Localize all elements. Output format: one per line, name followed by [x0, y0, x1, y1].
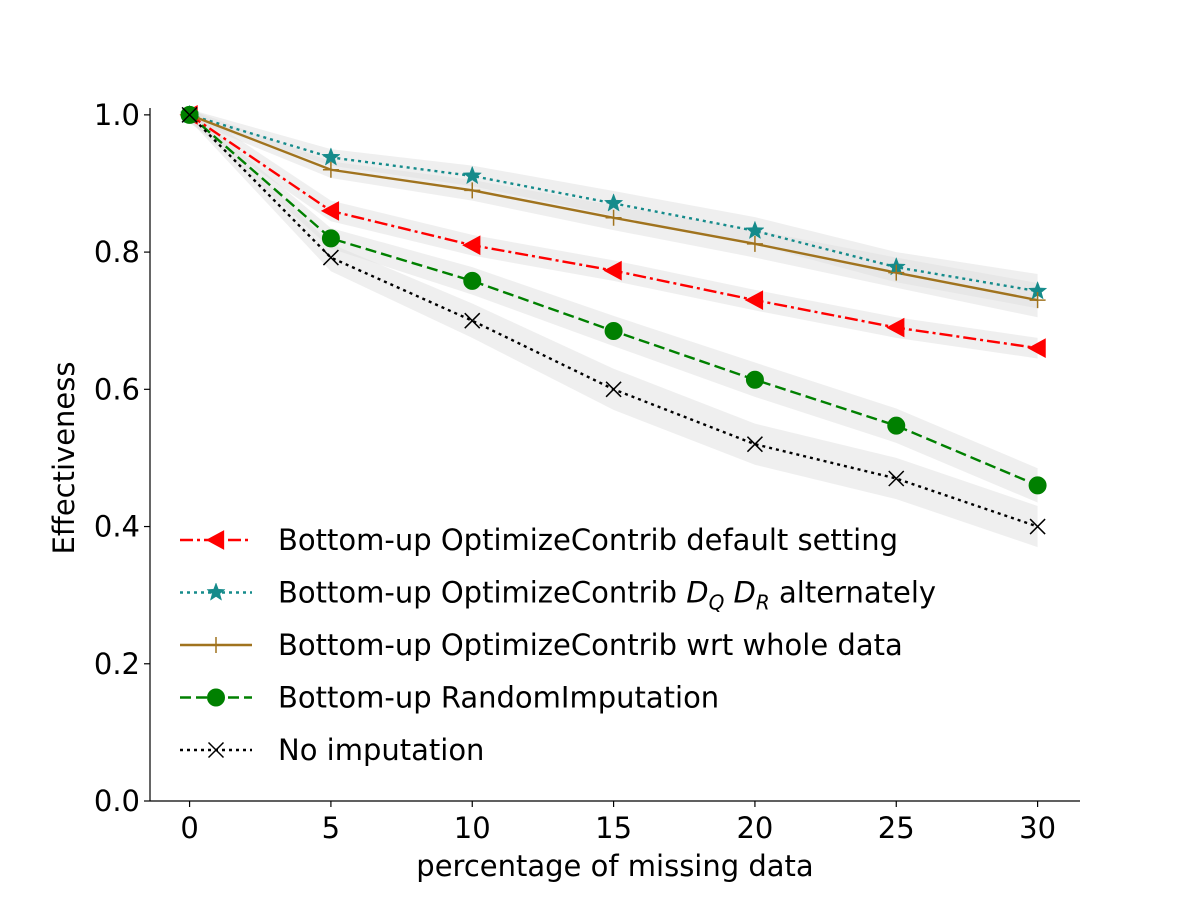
series-4-point-6	[1028, 476, 1047, 495]
series-5-point-2	[464, 312, 481, 329]
legend-marker-5	[207, 741, 225, 759]
series-1-point-5	[886, 317, 905, 338]
series-5-point-1	[322, 249, 339, 266]
legend-marker-2	[206, 582, 226, 601]
series-5-point-5	[888, 470, 905, 487]
legend-marker-1	[205, 530, 225, 550]
series-5-band	[189, 109, 1038, 548]
series-4-point-2	[463, 271, 482, 290]
legend-entry-4: Bottom-up RandomImputation	[180, 681, 719, 715]
legend-label-4: Bottom-up RandomImputation	[278, 681, 719, 715]
series-3-point-4	[746, 235, 763, 252]
series-1-point-3	[603, 260, 622, 281]
series-4-point-1	[321, 229, 340, 248]
series-2-point-4	[745, 220, 765, 240]
x-axis-title: percentage of missing data	[416, 849, 813, 883]
x-tick-label-0: 0	[180, 811, 198, 845]
legend-entry-2: Bottom-up OptimizeContrib DQ DR alternat…	[180, 576, 936, 615]
series-4-point-3	[604, 321, 623, 340]
legend-entry-3: Bottom-up OptimizeContrib wrt whole data	[180, 628, 903, 662]
series-2-point-1	[321, 147, 341, 166]
legend-entry-5: No imputation	[180, 733, 484, 767]
y-ticks: 0.0 0.2 0.4 0.6 0.8 1.0	[94, 98, 150, 818]
series-3-point-2	[464, 182, 481, 199]
y-tick-label-4: 0.8	[94, 235, 140, 269]
y-tick-label-0: 0.0	[94, 784, 140, 818]
series-1-point-2	[462, 235, 481, 256]
x-tick-label-15: 15	[595, 811, 632, 845]
series-5-point-4	[746, 436, 763, 453]
legend-label-1: Bottom-up OptimizeContrib default settin…	[278, 523, 898, 557]
series-3-point-3	[605, 209, 622, 226]
series-5-point-3	[605, 381, 622, 398]
legend-label-3: Bottom-up OptimizeContrib wrt whole data	[278, 628, 903, 662]
legend-marker-3	[208, 637, 224, 653]
series-5-point-6	[1029, 518, 1046, 535]
x-tick-label-25: 25	[878, 811, 915, 845]
x-tick-label-30: 30	[1019, 811, 1056, 845]
series-1-point-6	[1027, 338, 1046, 358]
series-2-point-2	[462, 165, 482, 185]
x-tick-label-20: 20	[736, 811, 773, 845]
legend-label-2: Bottom-up OptimizeContrib DQ DR alternat…	[278, 576, 936, 615]
series-1-point-4	[744, 290, 764, 310]
series-3-point-5	[888, 264, 905, 281]
series-1-point-1	[320, 201, 340, 221]
legend-label-5: No imputation	[278, 733, 484, 767]
legend-marker-4	[207, 688, 225, 707]
series-3-point-6	[1029, 292, 1046, 309]
series-3-point-1	[322, 161, 339, 178]
x-ticks: 0 5 10 15 20 25 30	[180, 801, 1056, 845]
y-tick-label-3: 0.6	[94, 372, 140, 406]
series-2-point-3	[603, 193, 624, 212]
series-4-band	[189, 109, 1038, 503]
legend-entry-1: Bottom-up OptimizeContrib default settin…	[180, 523, 898, 557]
series-4-point-5	[887, 416, 906, 435]
series-1-band	[189, 106, 1038, 359]
y-tick-label-2: 0.4	[94, 510, 140, 544]
y-axis-title: Effectiveness	[47, 362, 81, 555]
series-5-point-0	[181, 106, 198, 123]
y-tick-label-1: 0.2	[94, 647, 140, 681]
x-tick-label-10: 10	[454, 811, 491, 845]
y-tick-label-5: 1.0	[94, 98, 140, 132]
series-4-point-4	[745, 370, 764, 389]
legend: Bottom-up OptimizeContrib default settin…	[180, 523, 936, 767]
series-markers	[179, 104, 1048, 535]
x-tick-label-5: 5	[322, 811, 340, 845]
